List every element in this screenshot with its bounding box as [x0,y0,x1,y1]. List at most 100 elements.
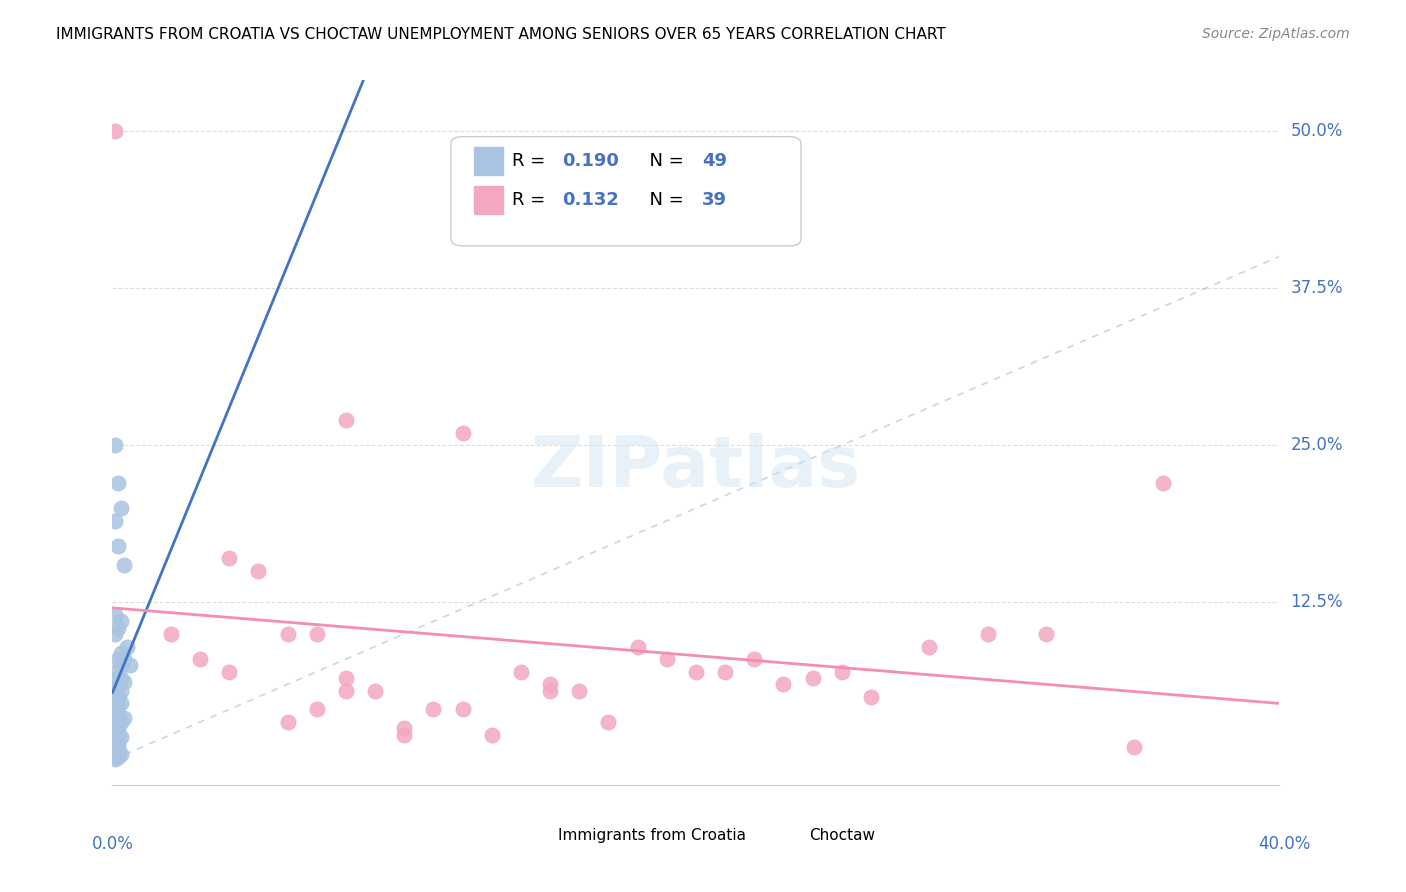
Point [104,690,127,704]
Point [110,683,132,698]
Point [107,700,129,714]
Point [538,683,561,698]
Point [107,621,129,635]
Point [104,751,127,765]
Point [860,690,883,704]
Text: ZIPatlas: ZIPatlas [531,434,860,502]
Text: Source: ZipAtlas.com: Source: ZipAtlas.com [1202,27,1350,41]
Point [247,564,270,578]
Point [110,615,132,629]
Text: IMMIGRANTS FROM CROATIA VS CHOCTAW UNEMPLOYMENT AMONG SENIORS OVER 65 YEARS CORR: IMMIGRANTS FROM CROATIA VS CHOCTAW UNEMP… [56,27,946,42]
Point [1035,627,1057,641]
Point [218,665,240,679]
Point [107,708,129,723]
Point [742,652,765,666]
Point [112,652,135,666]
Point [305,702,328,716]
Point [509,665,531,679]
Text: Immigrants from Croatia: Immigrants from Croatia [558,828,747,843]
Text: 0.132: 0.132 [562,191,619,209]
Point [104,734,127,748]
Point [107,475,129,490]
Text: N =: N = [638,191,689,209]
Point [627,640,650,654]
Point [335,683,357,698]
Point [305,627,328,641]
Point [160,627,183,641]
Bar [474,147,503,176]
Point [451,702,474,716]
Point [104,438,127,452]
Bar [474,186,503,214]
Text: 39: 39 [702,191,727,209]
Point [104,713,127,727]
Point [104,683,127,698]
Point [568,683,591,698]
Point [831,665,853,679]
Text: 0.190: 0.190 [562,153,619,170]
Text: 0.0%: 0.0% [91,835,134,853]
Point [110,696,132,710]
Text: 25.0%: 25.0% [1291,436,1343,454]
Point [107,690,129,704]
Point [364,683,387,698]
Point [394,722,416,736]
Point [104,692,127,706]
Point [422,702,444,716]
Point [801,671,824,685]
Point [104,123,127,137]
Point [112,711,135,725]
Text: 12.5%: 12.5% [1291,593,1343,612]
Point [335,413,357,427]
Point [110,501,132,516]
Point [107,738,129,752]
Point [538,677,561,691]
Point [107,742,129,756]
Point [107,722,129,736]
Text: Choctaw: Choctaw [810,828,875,843]
Point [976,627,998,641]
Text: R =: R = [512,153,551,170]
Point [110,646,132,660]
Point [918,640,941,654]
Point [107,677,129,691]
Point [685,665,707,679]
Point [104,749,127,764]
Point [104,725,127,739]
Point [115,640,138,654]
Point [104,717,127,731]
Point [714,665,737,679]
Point [112,674,135,689]
Point [107,671,129,685]
Text: 50.0%: 50.0% [1291,121,1343,140]
Point [107,539,129,553]
Point [1152,475,1174,490]
Point [276,714,298,729]
Point [107,750,129,764]
Point [481,728,503,742]
Text: 40.0%: 40.0% [1258,835,1310,853]
Point [110,658,132,673]
Text: 37.5%: 37.5% [1291,279,1343,297]
Point [1122,740,1144,755]
Point [451,425,474,440]
Point [104,702,127,716]
Text: N =: N = [638,153,689,170]
Text: R =: R = [512,191,551,209]
Point [655,652,678,666]
Point [772,677,794,691]
Point [112,558,135,572]
Point [104,627,127,641]
Point [104,665,127,679]
Point [110,671,132,685]
Point [104,677,127,691]
Point [104,745,127,759]
Text: 49: 49 [702,153,727,170]
Point [110,730,132,744]
FancyBboxPatch shape [451,136,801,246]
Point [394,728,416,742]
Point [104,608,127,623]
Point [110,714,132,729]
Point [107,728,129,742]
Bar [520,823,550,848]
